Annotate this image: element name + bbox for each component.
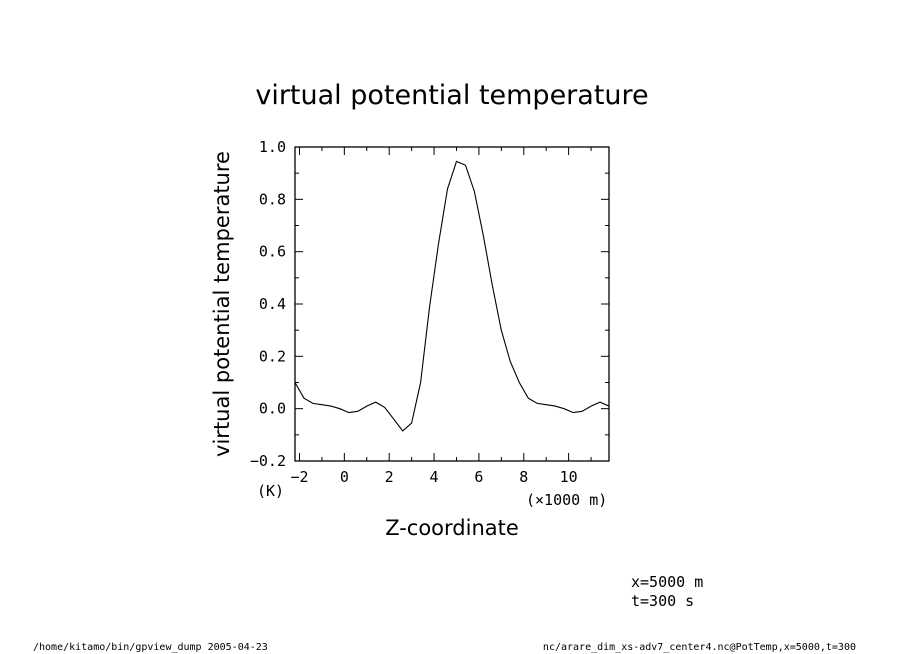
time-note: t=300 s: [631, 592, 694, 610]
y-tick-label: 0.8: [259, 190, 286, 208]
y-tick-label: 0.2: [259, 347, 286, 365]
x-tick-label: 0: [340, 468, 349, 486]
x-position-note: x=5000 m: [631, 573, 703, 591]
footer-left: /home/kitamo/bin/gpview_dump 2005-04-23: [33, 642, 268, 653]
footer-right: nc/arare_dim_xs-adv7_center4.nc@PotTemp,…: [543, 642, 856, 653]
x-axis-unit: (×1000 m): [526, 491, 607, 509]
x-tick-label: −2: [290, 468, 308, 486]
y-tick-label: 0.6: [259, 243, 286, 261]
plot-area: −2 0 2 4 6 8 10 −0.2 0.0 0.2 0.4 0.6 0.8 1.0: [250, 138, 610, 486]
y-axis-unit: (K): [257, 482, 284, 500]
x-axis-label: Z-coordinate: [385, 516, 519, 540]
series-line: [294, 160, 610, 432]
x-tick-label: 2: [385, 468, 394, 486]
x-tick-label: 6: [474, 468, 483, 486]
chart-title: virtual potential temperature: [255, 80, 648, 111]
x-tick-label: 8: [519, 468, 528, 486]
x-tick-label: 4: [430, 468, 439, 486]
y-tick-label: 1.0: [259, 138, 286, 156]
x-tick-label: 10: [560, 468, 578, 486]
y-tick-label: −0.2: [250, 452, 286, 470]
y-tick-label: 0.4: [259, 295, 286, 313]
y-axis-label: virtual potential temperature: [210, 151, 234, 457]
y-tick-label: 0.0: [259, 400, 286, 418]
plot-frame: [294, 146, 610, 462]
